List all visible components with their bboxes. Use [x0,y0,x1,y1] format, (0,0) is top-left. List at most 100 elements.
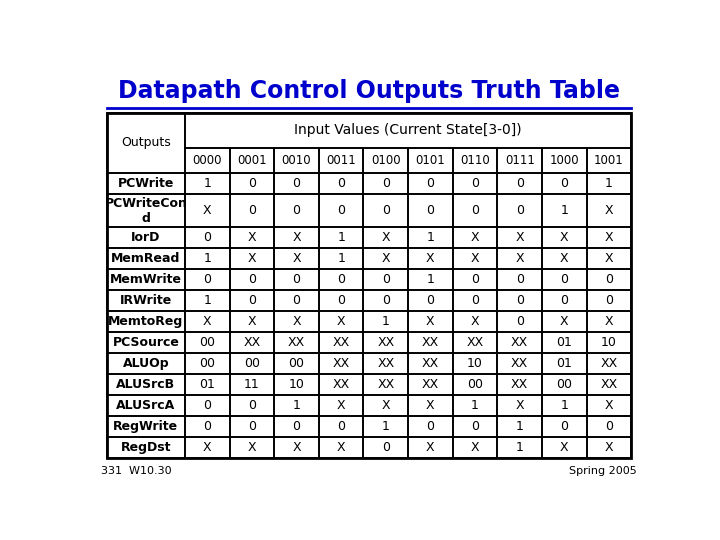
Text: X: X [471,252,480,265]
Text: 1: 1 [292,399,300,412]
Bar [542,395,587,416]
Bar [587,173,631,194]
Bar [498,269,542,290]
Text: MemWrite: MemWrite [110,273,182,286]
Text: X: X [426,315,435,328]
Text: 1000: 1000 [549,154,579,167]
Bar [408,437,453,458]
Text: 0101: 0101 [415,154,445,167]
Text: 0: 0 [426,420,434,433]
Bar [498,416,542,437]
Bar [453,395,498,416]
Bar [319,248,364,269]
Bar [587,311,631,332]
Text: X: X [605,231,613,244]
Text: 0: 0 [248,420,256,433]
Text: 0: 0 [471,273,479,286]
Text: X: X [560,252,569,265]
Text: 01: 01 [199,378,215,391]
Bar [453,269,498,290]
Text: 0: 0 [292,177,300,190]
Bar [498,374,542,395]
Text: 1: 1 [337,252,345,265]
Bar [230,194,274,227]
Bar [453,416,498,437]
Text: 1: 1 [337,231,345,244]
Text: XX: XX [467,336,484,349]
Text: 0: 0 [382,441,390,454]
Bar [185,332,230,353]
Bar [498,395,542,416]
Bar [542,416,587,437]
Text: 0: 0 [203,231,211,244]
Text: 0: 0 [382,177,390,190]
Bar [185,194,230,227]
Bar [587,437,631,458]
Bar [498,148,542,173]
Text: XX: XX [600,378,618,391]
Bar [587,353,631,374]
Text: 0: 0 [560,294,568,307]
Bar [107,437,185,458]
Text: X: X [471,231,480,244]
Text: XX: XX [600,357,618,370]
Bar [542,374,587,395]
Bar [364,269,408,290]
Bar [408,395,453,416]
Text: 0: 0 [516,294,523,307]
Bar [107,113,631,458]
Bar [107,113,185,173]
Bar [587,269,631,290]
Text: 0010: 0010 [282,154,311,167]
Bar [230,290,274,311]
Text: XX: XX [377,357,395,370]
Text: 10: 10 [289,378,305,391]
Text: 0: 0 [426,177,434,190]
Bar [230,416,274,437]
Bar [498,332,542,353]
Bar [364,227,408,248]
Text: 0: 0 [337,420,345,433]
Bar [542,173,587,194]
Text: 00: 00 [199,336,215,349]
Text: 1: 1 [382,315,390,328]
Text: X: X [471,315,480,328]
Text: Input Values (Current State[3-0]): Input Values (Current State[3-0]) [294,123,522,137]
Text: 0: 0 [471,294,479,307]
Text: XX: XX [511,336,528,349]
Bar [364,332,408,353]
Text: XX: XX [377,336,395,349]
Text: XX: XX [422,357,439,370]
Text: 0: 0 [471,204,479,217]
Text: 0: 0 [248,273,256,286]
Bar [542,194,587,227]
Text: 10: 10 [467,357,483,370]
Text: X: X [382,252,390,265]
Text: 0: 0 [248,177,256,190]
Bar [453,194,498,227]
Text: 00: 00 [199,357,215,370]
Text: X: X [605,441,613,454]
Bar [274,437,319,458]
Text: 0: 0 [516,315,523,328]
Bar [364,148,408,173]
Text: X: X [337,441,346,454]
Bar [185,311,230,332]
Bar [230,227,274,248]
Text: 0: 0 [382,294,390,307]
Text: 0: 0 [471,177,479,190]
Text: XX: XX [422,378,439,391]
Text: 0: 0 [516,177,523,190]
Text: X: X [203,315,212,328]
Text: X: X [292,441,301,454]
Text: X: X [382,231,390,244]
Text: 0: 0 [248,204,256,217]
Text: X: X [560,441,569,454]
Text: MemtoReg: MemtoReg [108,315,184,328]
Text: X: X [248,231,256,244]
Bar [408,194,453,227]
Text: 0: 0 [292,204,300,217]
Text: 0: 0 [248,399,256,412]
Bar [185,113,631,148]
Text: 1: 1 [426,273,434,286]
